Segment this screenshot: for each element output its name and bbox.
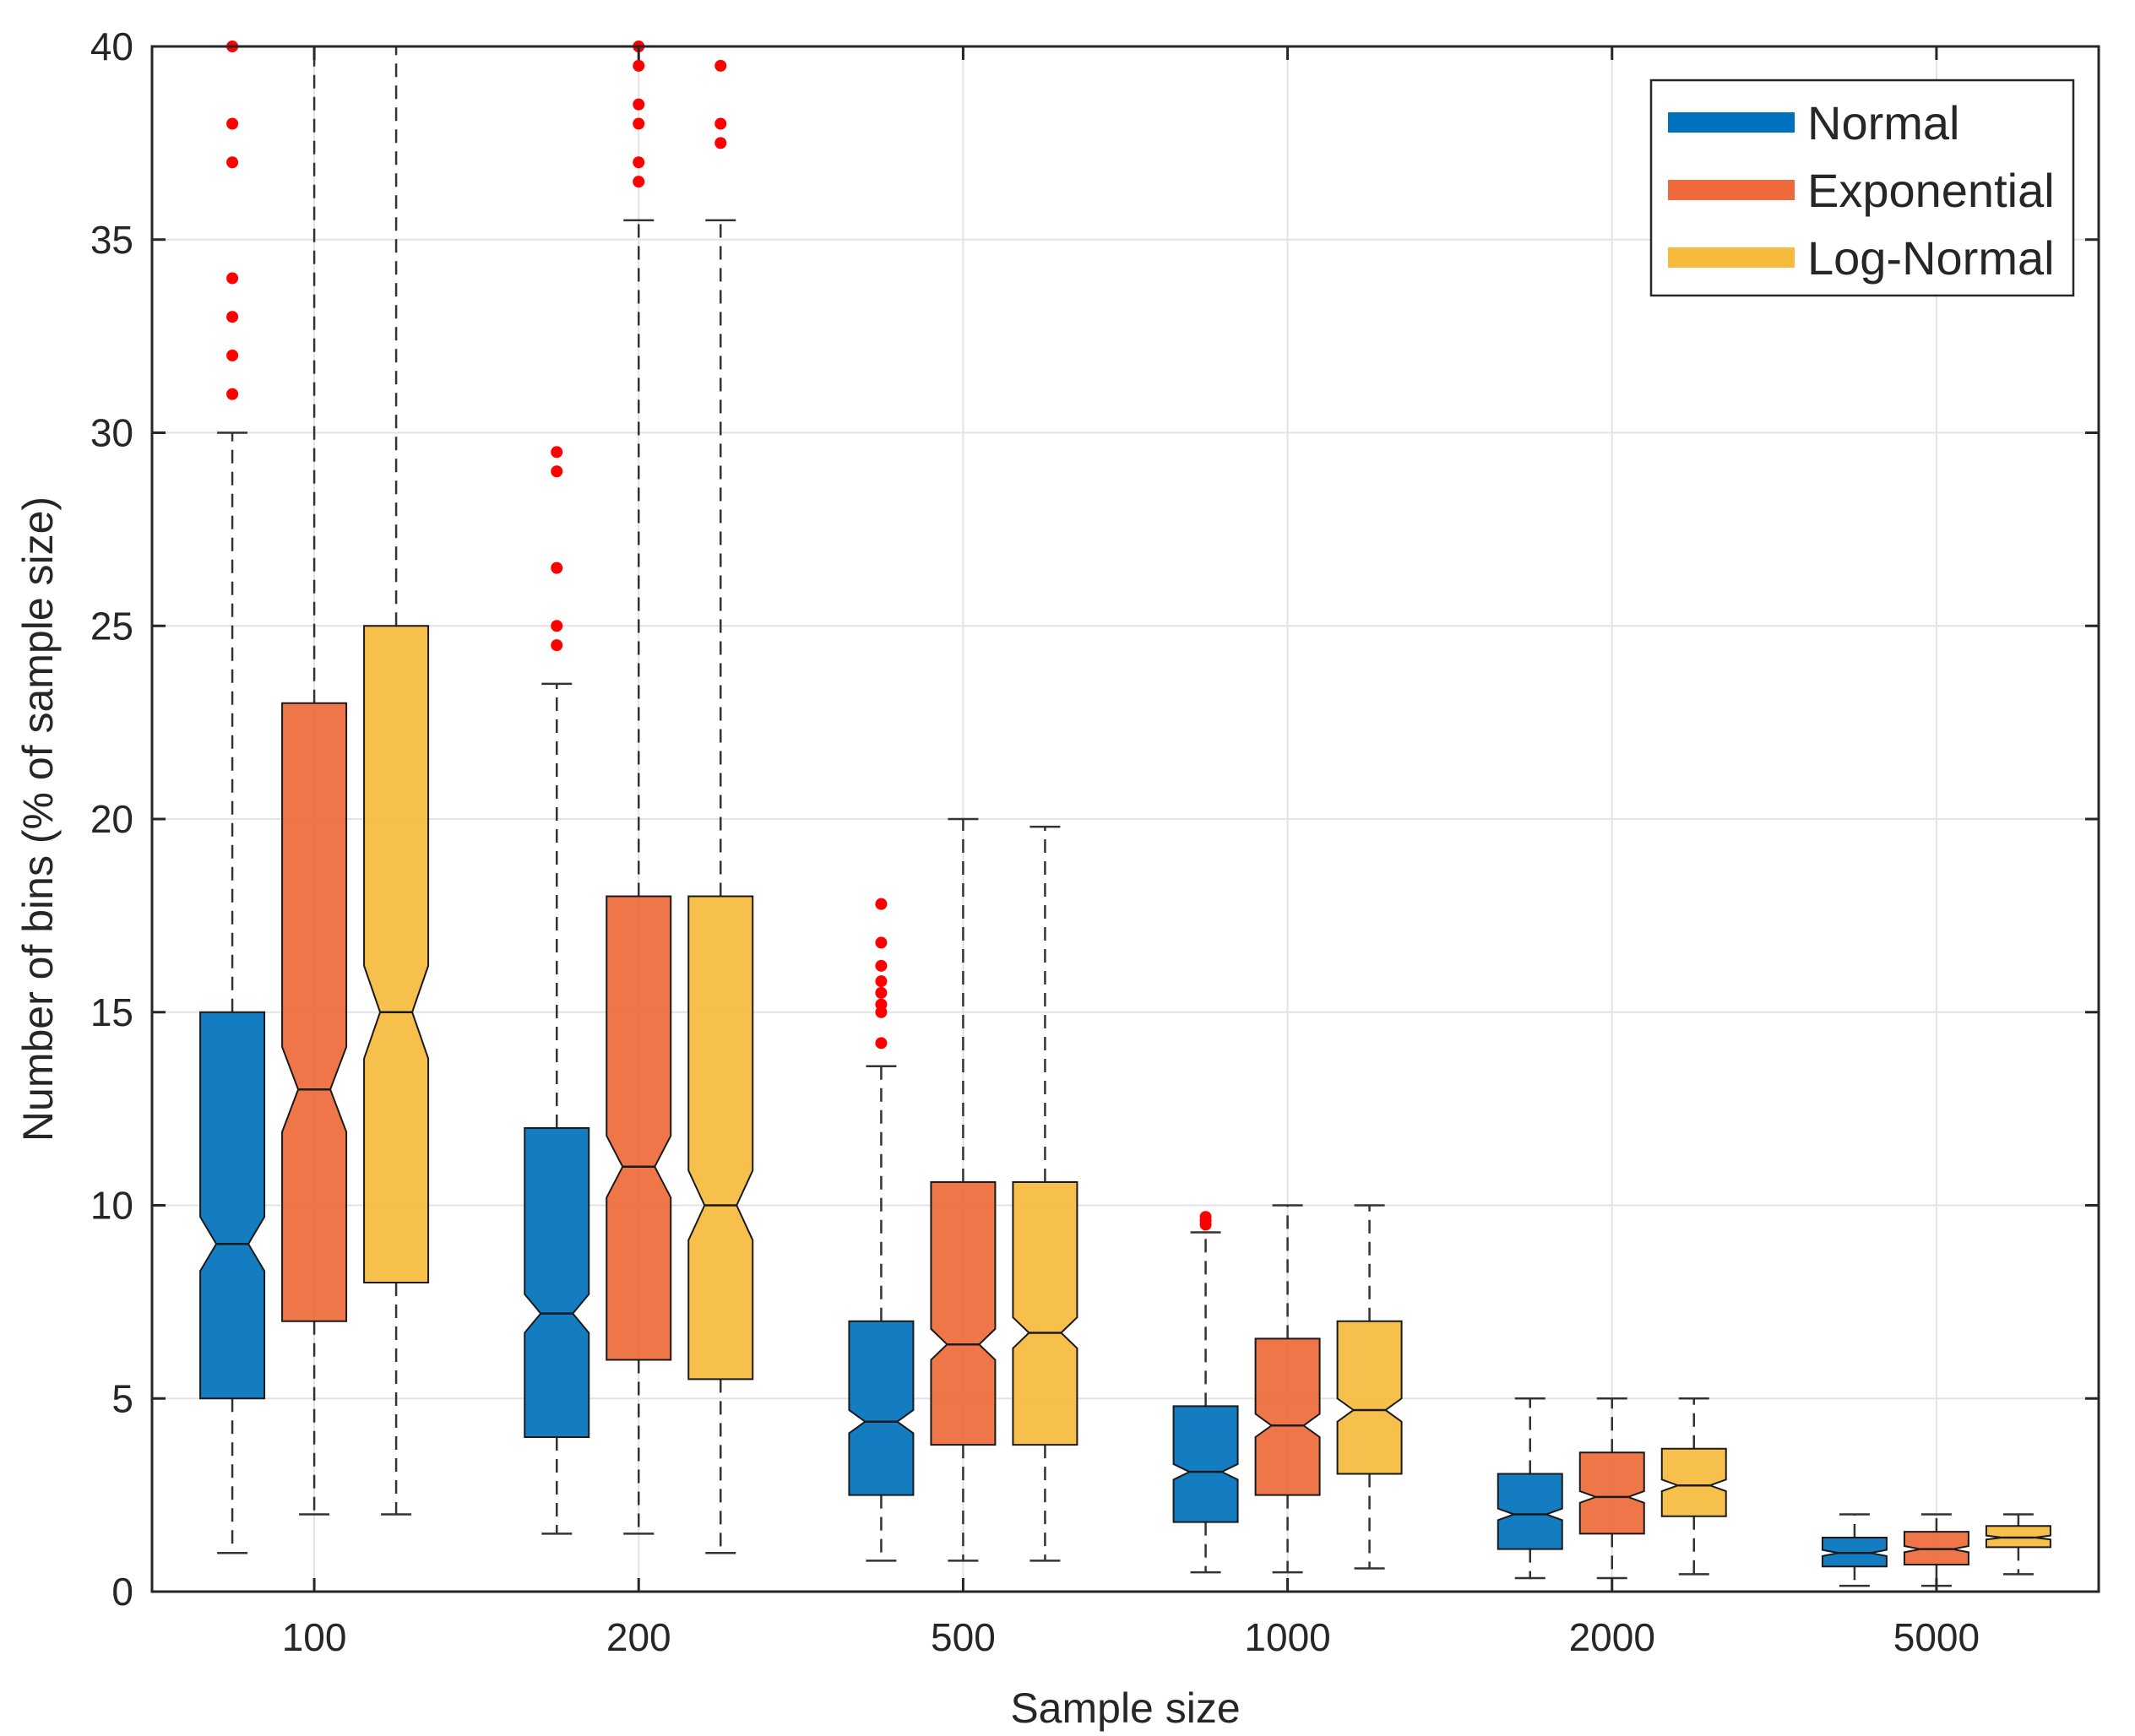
legend-swatch-normal bbox=[1668, 112, 1795, 133]
outlier-point bbox=[633, 176, 645, 188]
box-body bbox=[199, 1011, 266, 1400]
outlier-point bbox=[875, 936, 888, 949]
outlier-point bbox=[551, 465, 563, 478]
outlier-point bbox=[226, 272, 239, 285]
x-axis-title: Sample size bbox=[1010, 1684, 1240, 1732]
box-normal-5000 bbox=[1821, 1513, 1888, 1587]
legend-swatch-exponential bbox=[1668, 180, 1795, 200]
box-log-normal-5000 bbox=[1985, 1513, 2051, 1576]
box-body bbox=[606, 895, 672, 1361]
outlier-point bbox=[551, 561, 563, 574]
y-tick-label: 35 bbox=[90, 218, 133, 262]
outlier-point bbox=[875, 998, 888, 1011]
outlier-point bbox=[875, 898, 888, 910]
outlier-point bbox=[714, 59, 727, 72]
y-tick-label: 40 bbox=[90, 24, 133, 68]
x-tick-label: 100 bbox=[282, 1615, 347, 1659]
x-tick-label: 1000 bbox=[1244, 1615, 1330, 1659]
box-body bbox=[1497, 1473, 1563, 1550]
box-log-normal-200 bbox=[687, 59, 754, 1554]
box-log-normal-100 bbox=[363, 45, 430, 1516]
y-tick-label: 20 bbox=[90, 797, 133, 841]
x-tick-label: 500 bbox=[931, 1615, 996, 1659]
outlier-point bbox=[875, 959, 888, 972]
legend-label: Log-Normal bbox=[1807, 231, 2055, 285]
box-exponential-2000 bbox=[1578, 1397, 1645, 1580]
outlier-point bbox=[875, 975, 888, 988]
box-normal-100 bbox=[199, 41, 266, 1554]
outlier-point bbox=[226, 311, 239, 323]
x-tick-label: 5000 bbox=[1893, 1615, 1980, 1659]
box-layer bbox=[199, 41, 2051, 1587]
box-exponential-5000 bbox=[1903, 1513, 1969, 1587]
legend-swatch-log-normal bbox=[1668, 247, 1795, 268]
outlier-point bbox=[714, 137, 727, 149]
y-tick-label: 5 bbox=[111, 1376, 133, 1420]
outlier-point bbox=[633, 98, 645, 111]
box-body bbox=[1172, 1405, 1239, 1523]
box-body bbox=[930, 1181, 997, 1446]
outlier-point bbox=[633, 156, 645, 169]
box-body bbox=[524, 1127, 590, 1438]
y-tick-label: 25 bbox=[90, 604, 133, 648]
box-log-normal-500 bbox=[1012, 825, 1078, 1562]
y-tick-label: 0 bbox=[111, 1570, 133, 1614]
box-body bbox=[1578, 1451, 1645, 1535]
outlier-point bbox=[714, 117, 727, 130]
outlier-point bbox=[226, 350, 239, 361]
box-log-normal-2000 bbox=[1660, 1397, 1727, 1576]
y-axis-title: Number of bins (% of sample size) bbox=[14, 496, 62, 1142]
x-tick-label: 200 bbox=[606, 1615, 671, 1659]
x-tick-label: 2000 bbox=[1569, 1615, 1655, 1659]
outlier-point bbox=[875, 1037, 888, 1050]
box-body bbox=[1254, 1337, 1321, 1496]
outlier-point bbox=[226, 388, 239, 400]
box-body bbox=[363, 625, 430, 1283]
outlier-point bbox=[633, 117, 645, 130]
box-normal-1000 bbox=[1172, 1211, 1239, 1574]
box-body bbox=[1660, 1447, 1727, 1517]
box-log-normal-1000 bbox=[1336, 1204, 1403, 1570]
legend-label: Exponential bbox=[1807, 164, 2055, 217]
outlier-point bbox=[633, 59, 645, 72]
box-body bbox=[848, 1320, 915, 1496]
outlier-point bbox=[226, 117, 239, 130]
box-body bbox=[1336, 1320, 1403, 1475]
box-exponential-1000 bbox=[1254, 1204, 1321, 1574]
box-exponential-500 bbox=[930, 817, 997, 1562]
legend: Normal Exponential Log-Normal bbox=[1649, 79, 2075, 297]
axis-ticks: 0 5 10 15 20 25 30 35 40 100 200 500 1000 2000 5000 bbox=[90, 24, 2099, 1659]
box-normal-500 bbox=[848, 898, 915, 1562]
box-body bbox=[281, 702, 348, 1322]
box-exponential-200 bbox=[606, 41, 672, 1535]
outlier-point bbox=[226, 156, 239, 169]
box-normal-200 bbox=[524, 446, 590, 1535]
outlier-point bbox=[551, 446, 563, 458]
box-normal-2000 bbox=[1497, 1397, 1563, 1580]
outlier-point bbox=[551, 620, 563, 632]
box-exponential-100 bbox=[281, 45, 348, 1516]
box-body bbox=[1012, 1181, 1078, 1446]
legend-label: Normal bbox=[1807, 96, 1959, 149]
outlier-point bbox=[1199, 1211, 1212, 1223]
y-tick-label: 10 bbox=[90, 1184, 133, 1228]
y-tick-label: 15 bbox=[90, 990, 133, 1034]
box-body bbox=[687, 895, 754, 1381]
y-tick-label: 30 bbox=[90, 411, 133, 455]
outlier-point bbox=[551, 639, 563, 652]
outlier-point bbox=[875, 986, 888, 999]
